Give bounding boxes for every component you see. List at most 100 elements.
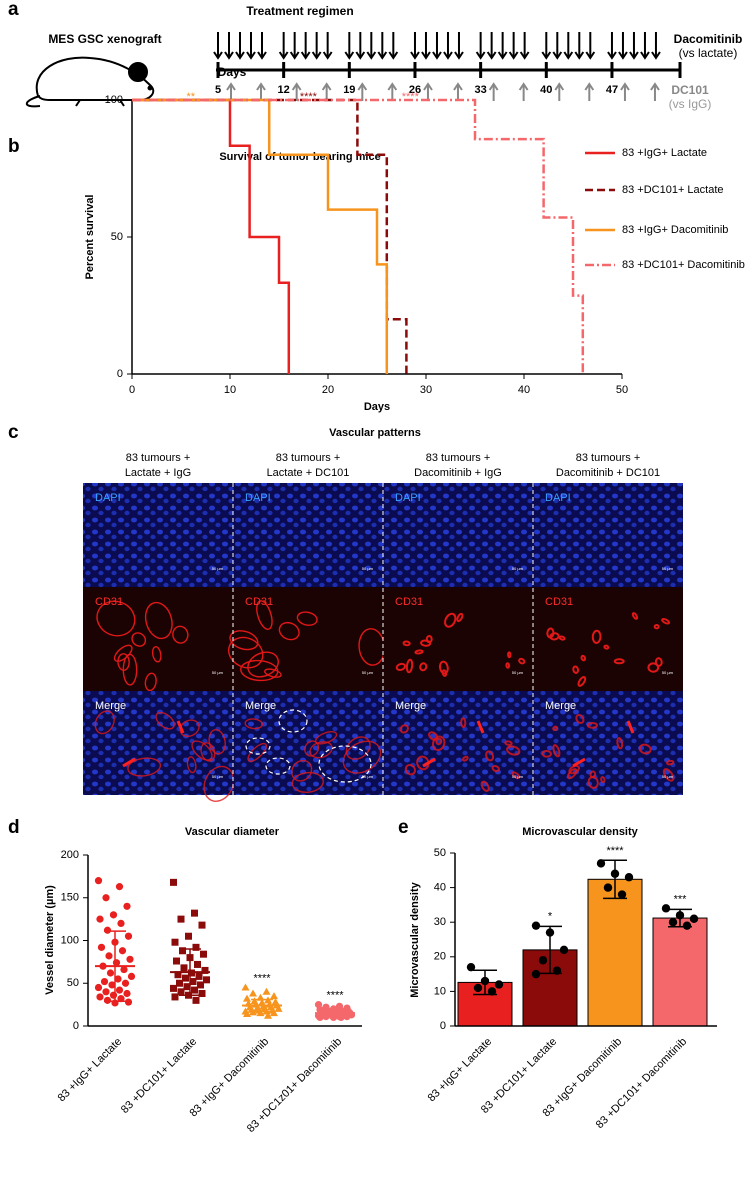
data-point: [203, 976, 210, 984]
pointer-arrow: [422, 757, 436, 768]
data-point: [270, 992, 278, 1000]
data-point: [487, 987, 497, 996]
significance: ****: [606, 845, 624, 857]
dacomitinib-arrow-head: [585, 51, 596, 60]
vessel-stain: [665, 759, 675, 766]
dacomitinib-arrow-head: [552, 51, 563, 60]
panel-title: Vascular patterns: [329, 427, 421, 439]
vessel-stain: [546, 627, 555, 639]
dc101-arrow-head: [620, 82, 630, 91]
column-header: 83 tumours +: [576, 452, 641, 464]
vessel-stain: [654, 657, 663, 667]
data-point: [94, 983, 103, 992]
vessel-stain: [200, 742, 216, 762]
micrograph: [383, 587, 533, 691]
vessel-stain: [247, 742, 268, 763]
data-point: [103, 926, 112, 934]
data-point: [124, 998, 133, 1006]
data-point: [176, 979, 183, 987]
y-tick-label: 150: [61, 892, 79, 904]
x-tick-label: 40: [518, 384, 530, 396]
column-header: Lactate + IgG: [125, 467, 191, 479]
dacomitinib-arrow-head: [541, 51, 552, 60]
y-tick-label: 50: [111, 231, 123, 243]
day-label: 19: [343, 84, 355, 96]
drug1-label: Dacomitinib: [674, 32, 743, 46]
dc101-arrow-head: [226, 82, 236, 91]
vessel-stain: [600, 776, 606, 784]
column-header: Dacomitinib + IgG: [414, 467, 502, 479]
vessel-stain: [586, 721, 599, 729]
survival-line: [132, 98, 291, 374]
vessel-stain: [208, 729, 226, 755]
vessel-stain: [460, 717, 467, 728]
bar: [652, 917, 708, 1027]
vessel-stain: [203, 765, 235, 802]
data-point: [264, 1011, 272, 1019]
data-point: [171, 993, 179, 1001]
vessel-stain: [127, 757, 162, 777]
data-point: [171, 938, 179, 946]
day-label: 33: [475, 84, 487, 96]
y-tick-label: 50: [67, 977, 79, 989]
vessel-stain: [179, 719, 200, 738]
data-point: [262, 987, 271, 995]
dacomitinib-arrow-head: [257, 51, 267, 60]
vessel-stain: [402, 640, 411, 647]
data-point: [243, 994, 251, 1002]
data-point: [241, 983, 250, 991]
y-tick-label: 40: [434, 882, 446, 894]
data-point: [192, 943, 200, 951]
vessel-stain: [131, 632, 147, 647]
vessel-stain: [416, 755, 430, 771]
vessel-stain: [404, 763, 417, 776]
vessel-stain: [405, 658, 414, 674]
panel-label: b: [8, 136, 20, 157]
data-point: [185, 932, 192, 940]
data-point: [124, 932, 133, 940]
x-axis-label: Days: [364, 401, 390, 413]
data-point: [329, 1013, 338, 1022]
vessel-outline: [318, 745, 372, 783]
data-point: [177, 988, 185, 996]
y-tick-label: 100: [61, 934, 79, 946]
row-label: Merge: [245, 700, 276, 712]
vessel-outline: [245, 737, 271, 755]
data-point: [675, 911, 685, 920]
dacomitinib-arrow-head: [388, 51, 399, 60]
vessel-stain: [456, 612, 464, 623]
days-label: Days: [218, 65, 247, 79]
data-point: [191, 986, 198, 994]
y-tick-label: 10: [434, 985, 446, 997]
dc101-arrow-head: [357, 82, 368, 91]
vessel-stain: [552, 744, 561, 758]
y-tick-label: 30: [434, 916, 446, 928]
row-label: Merge: [395, 700, 426, 712]
scale-bar-label: 50 µm: [212, 670, 224, 675]
survival-line: [132, 98, 408, 374]
dacomitinib-arrow-head: [519, 51, 530, 60]
data-point: [243, 1010, 251, 1018]
vessel-stain: [461, 755, 469, 762]
dc101-arrow-head: [423, 82, 433, 91]
row-label: CD31: [245, 596, 273, 608]
regimen-title: Treatment regimen: [246, 4, 353, 18]
data-point: [123, 902, 131, 910]
row-label: DAPI: [245, 492, 271, 504]
data-point: [109, 991, 118, 999]
dc101-arrow-head: [488, 82, 499, 91]
pointer-arrow: [626, 720, 635, 734]
data-point: [249, 989, 257, 997]
micrograph: [533, 691, 683, 795]
data-point: [96, 915, 104, 923]
vessel-stain: [309, 741, 333, 759]
day-label: 40: [540, 84, 552, 96]
day-label: 12: [278, 84, 290, 96]
data-point: [668, 918, 678, 927]
significance: ****: [326, 990, 344, 1002]
data-point: [559, 945, 569, 955]
legend-label: 83 +DC101+ Dacomitinib: [622, 259, 745, 271]
vessel-stain: [438, 660, 449, 675]
vessel-stain: [431, 735, 446, 752]
